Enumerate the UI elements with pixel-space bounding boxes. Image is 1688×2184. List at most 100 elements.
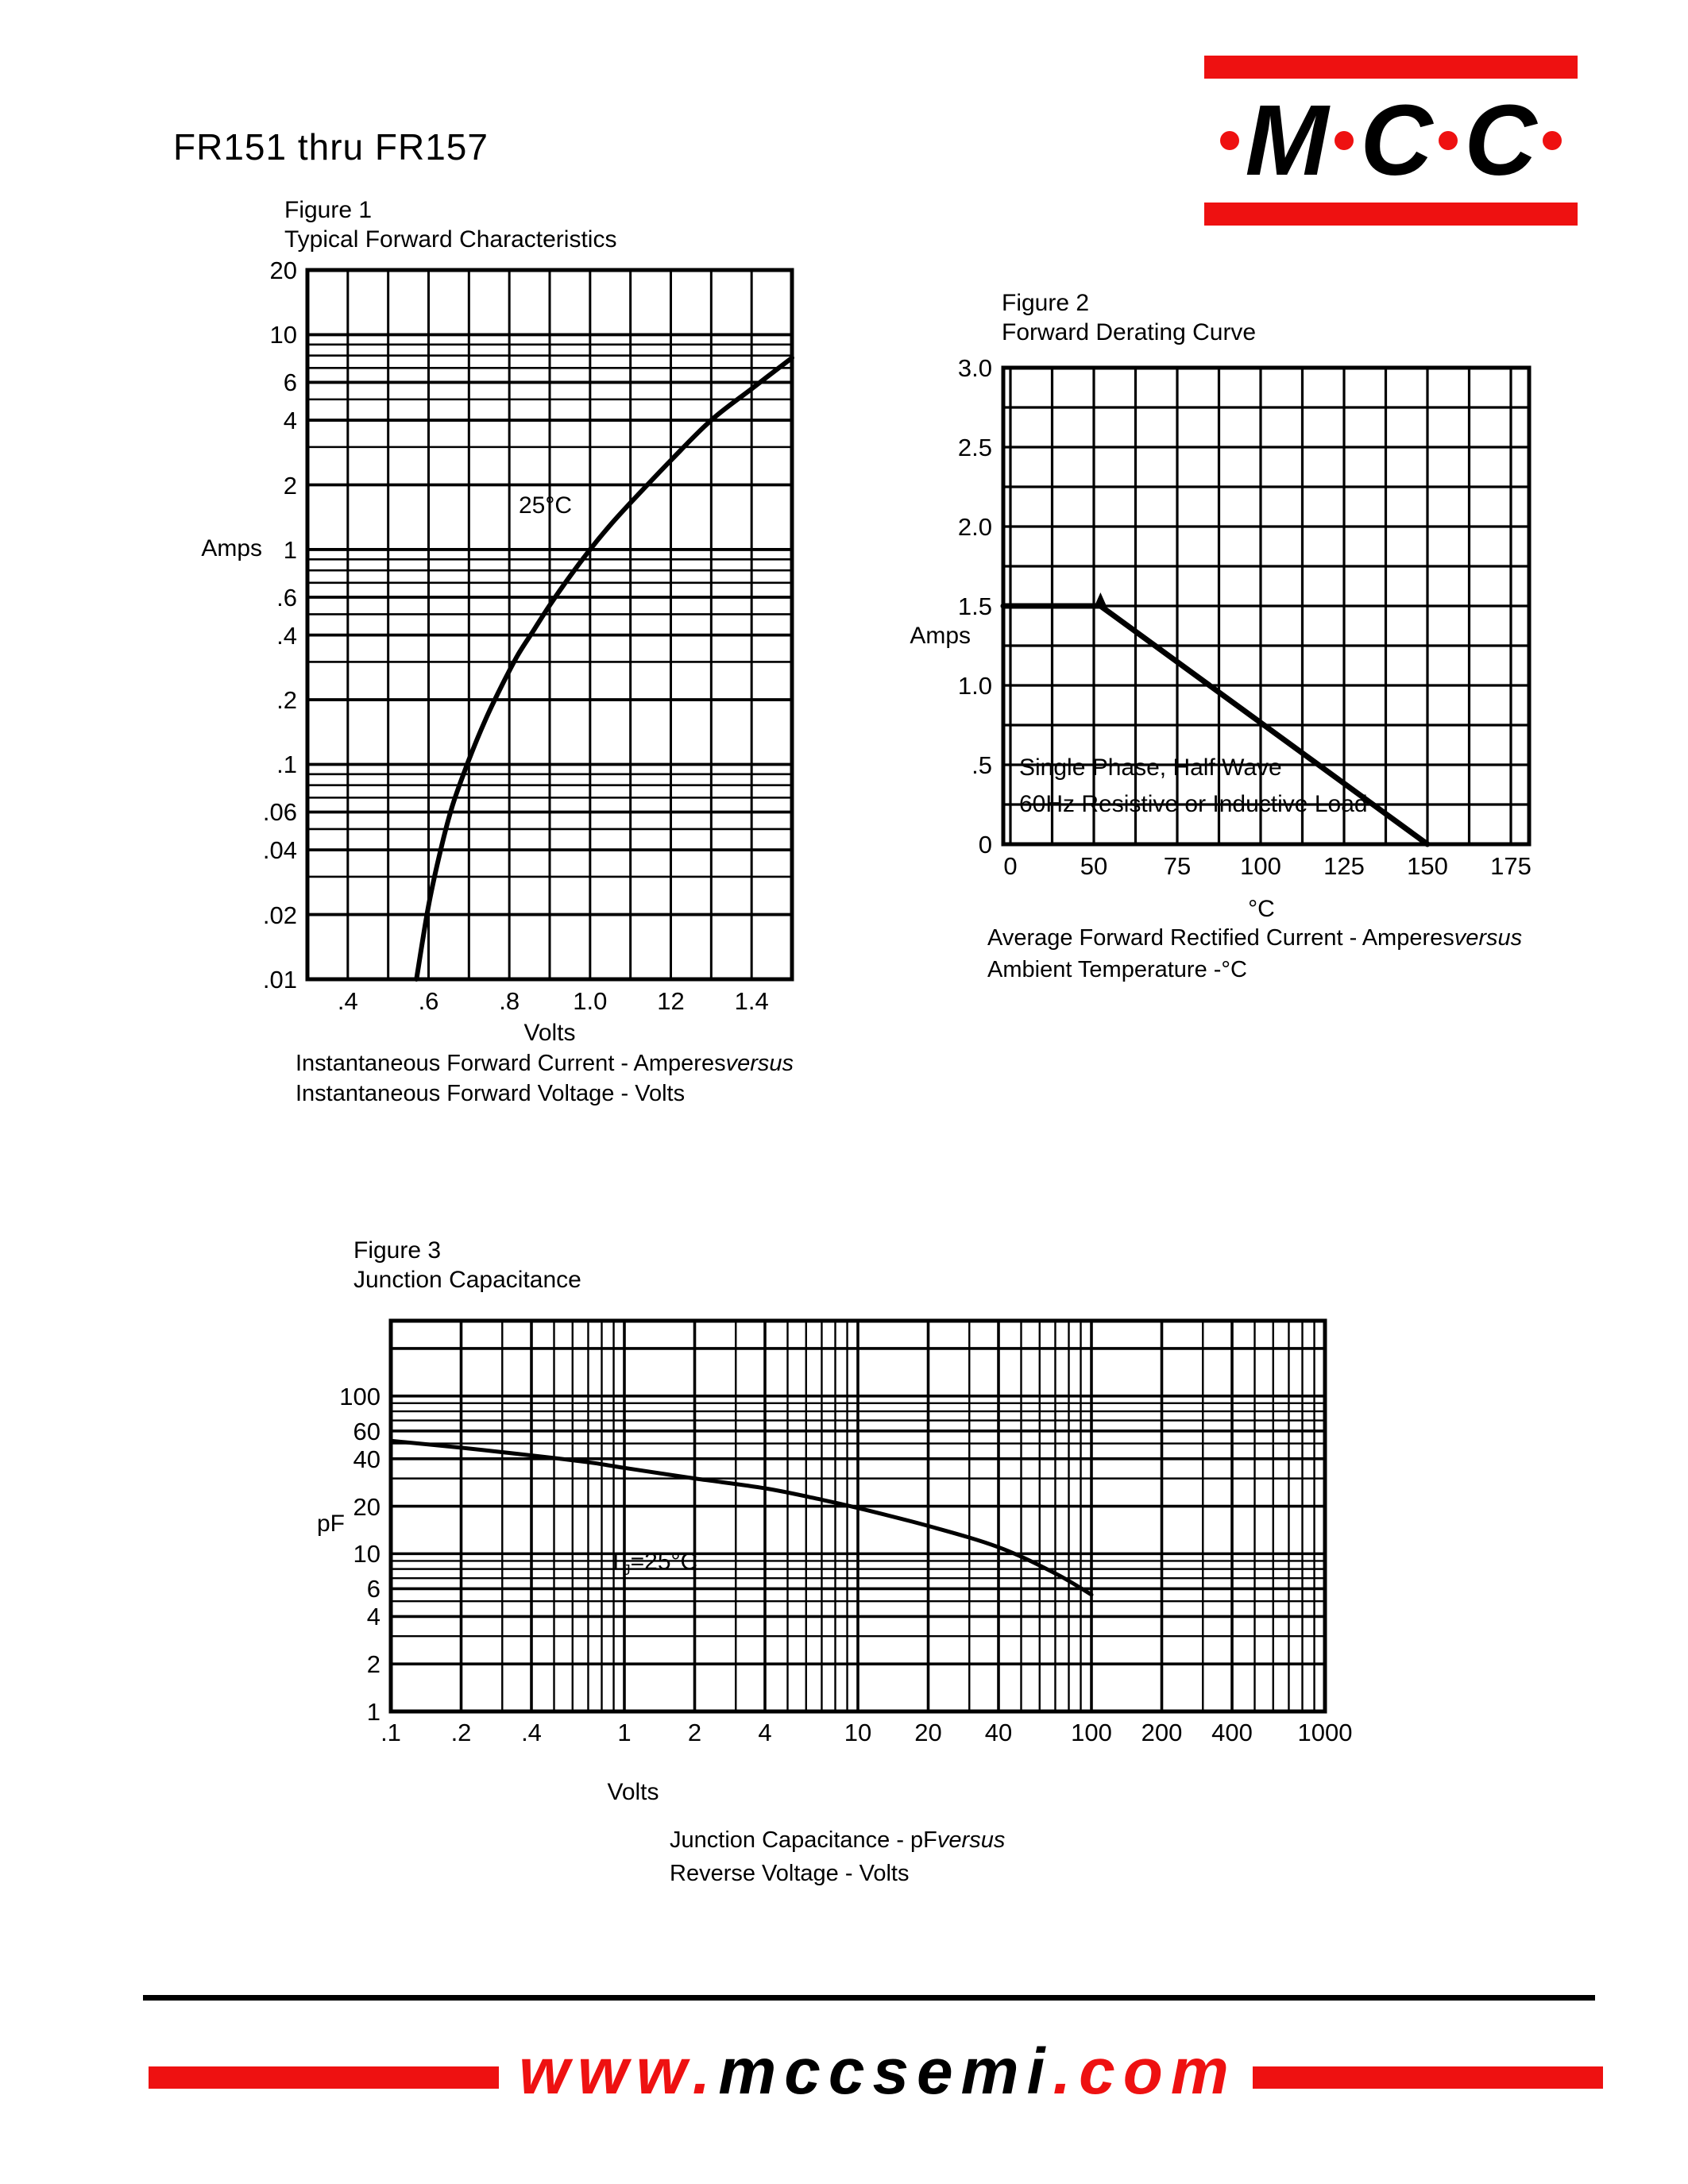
figure1-x-tick: .8 bbox=[499, 987, 520, 1015]
caption-segment: versus bbox=[1454, 925, 1523, 951]
caption-segment: Average Forward Rectified Current - Ampe… bbox=[987, 925, 1454, 951]
figure1-title: Figure 1 Typical Forward Characteristics bbox=[284, 195, 616, 254]
figure3-x-tick: 20 bbox=[914, 1719, 942, 1746]
logo-bar-top bbox=[1204, 56, 1578, 79]
data-curve bbox=[1000, 603, 1431, 847]
figure3-title-line: Figure 3 bbox=[353, 1237, 442, 1264]
figure3-chart bbox=[388, 1318, 1327, 1714]
figure1-title-line: Figure 1 bbox=[284, 197, 373, 223]
logo-dot bbox=[1543, 131, 1562, 150]
figure3-x-tick: .4 bbox=[521, 1719, 542, 1746]
figure3-x-tick: .1 bbox=[380, 1719, 401, 1746]
figure1-y-tick: .1 bbox=[276, 751, 297, 779]
figure2-y-tick: .5 bbox=[971, 751, 992, 779]
figure2-y-tick: 2.5 bbox=[957, 434, 992, 461]
logo-letter: C bbox=[1360, 84, 1433, 196]
figure3-x-tick: .2 bbox=[450, 1719, 472, 1746]
figure3-temperature-annotation: TJ=25°C bbox=[608, 1549, 698, 1578]
figure1-x-tick: .6 bbox=[418, 987, 439, 1015]
figure3-x-tick: 100 bbox=[1071, 1719, 1112, 1746]
figure3-x-tick: 400 bbox=[1211, 1719, 1253, 1746]
caption-segment: versus bbox=[725, 1051, 794, 1076]
figure3-y-tick: 6 bbox=[366, 1575, 380, 1603]
figure2-x-tick: 50 bbox=[1080, 852, 1108, 880]
figure2-y-tick: 1.0 bbox=[957, 672, 992, 700]
figure1-x-tick: 1.0 bbox=[573, 987, 608, 1015]
figure3-y-tick: 4 bbox=[366, 1603, 380, 1631]
figure2-y-axis-label: Amps bbox=[910, 623, 971, 649]
figure3-y-tick: 40 bbox=[353, 1445, 380, 1473]
figure1-y-tick: 20 bbox=[269, 257, 297, 284]
figure1-chart bbox=[305, 268, 794, 982]
figure1-y-tick: .02 bbox=[262, 901, 297, 929]
figure2-x-tick: 175 bbox=[1490, 852, 1532, 880]
figure3-y-tick: 10 bbox=[353, 1540, 380, 1569]
logo-bar-bottom bbox=[1204, 203, 1578, 226]
figure1-x-axis-label: Volts bbox=[523, 1020, 576, 1046]
figure2-x-tick: 75 bbox=[1163, 852, 1192, 880]
figure3-y-tick: 60 bbox=[353, 1417, 380, 1445]
url-segment: .com bbox=[1053, 2035, 1237, 2108]
figure3-title: Figure 3 Junction Capacitance bbox=[353, 1236, 581, 1295]
figure1-subtitle: Typical Forward Characteristics bbox=[284, 226, 617, 253]
caption-segment: Instantaneous Forward Voltage - Volts bbox=[295, 1081, 686, 1106]
figure1-y-tick: 1 bbox=[283, 535, 297, 564]
figure2-y-tick: 1.5 bbox=[957, 592, 992, 620]
figure2-title-line: Figure 2 bbox=[1002, 290, 1090, 316]
figure2-y-tick: 2.0 bbox=[957, 513, 992, 541]
figure3-y-axis-label: pF bbox=[316, 1511, 345, 1537]
plot-border bbox=[388, 1318, 1327, 1714]
logo-dot bbox=[1335, 131, 1354, 150]
figure3-y-tick: 2 bbox=[366, 1650, 380, 1679]
logo-letter: C bbox=[1464, 84, 1537, 196]
figure3-x-tick: 1000 bbox=[1297, 1719, 1353, 1746]
figure1-x-tick: .4 bbox=[337, 987, 358, 1015]
figure2-chart bbox=[1000, 365, 1532, 847]
figure1-y-tick: 6 bbox=[283, 369, 297, 397]
figure1-temperature-annotation: 25°C bbox=[519, 492, 573, 519]
caption-segment: Junction Capacitance - pF bbox=[670, 1827, 937, 1853]
figure1-x-tick: 12 bbox=[657, 987, 685, 1015]
figure2-title: Figure 2 Forward Derating Curve bbox=[1002, 288, 1256, 347]
figure3-subtitle: Junction Capacitance bbox=[353, 1267, 581, 1293]
plot-border bbox=[305, 268, 794, 982]
figure1-y-tick: .2 bbox=[276, 686, 297, 715]
figure1-x-tick: 1.4 bbox=[734, 987, 769, 1015]
logo-dot bbox=[1219, 131, 1239, 150]
figure1-caption: Instantaneous Forward Current - Amperesv… bbox=[295, 1048, 794, 1109]
figure1-y-tick: .4 bbox=[276, 621, 297, 650]
figure3-x-tick: 200 bbox=[1141, 1719, 1183, 1746]
caption-segment: Ambient Temperature -°C bbox=[987, 957, 1247, 982]
footer-divider-rule bbox=[143, 1995, 1595, 2001]
curve-bend-marker bbox=[1094, 592, 1107, 607]
figure2-note-line2: 60Hz Resistive or Inductive Load bbox=[1019, 791, 1368, 817]
figure2-y-tick: 0 bbox=[978, 831, 992, 859]
caption-segment: versus bbox=[937, 1827, 1006, 1853]
figure1-y-tick: 10 bbox=[269, 321, 297, 349]
logo-dot bbox=[1439, 131, 1458, 150]
figure1-y-tick: .6 bbox=[276, 583, 297, 612]
footer-red-bar-left bbox=[149, 2066, 499, 2089]
figure3-x-tick: 40 bbox=[984, 1719, 1013, 1746]
figure3-y-tick: 100 bbox=[339, 1382, 380, 1410]
caption-segment: Instantaneous Forward Current - Amperes bbox=[295, 1051, 726, 1076]
data-curve bbox=[414, 355, 794, 982]
figure3-x-tick: 10 bbox=[844, 1719, 872, 1746]
page-title: FR151 thru FR157 bbox=[173, 126, 489, 168]
figure2-caption: Average Forward Rectified Current - Ampe… bbox=[987, 922, 1522, 986]
figure2-x-axis-label: °C bbox=[1248, 896, 1275, 922]
figure1-y-tick: .01 bbox=[262, 966, 297, 994]
url-segment: www. bbox=[519, 2035, 719, 2108]
figure1-y-tick: 4 bbox=[283, 407, 297, 435]
figure3-x-tick: 2 bbox=[687, 1719, 702, 1746]
figure3-x-tick: 4 bbox=[758, 1719, 772, 1746]
figure3-y-tick: 1 bbox=[366, 1698, 380, 1726]
footer-red-bar-right bbox=[1253, 2066, 1603, 2089]
figure1-y-tick: .06 bbox=[262, 798, 297, 827]
figure1-y-tick: .04 bbox=[262, 836, 297, 865]
figure1-y-tick: 2 bbox=[283, 471, 297, 500]
figure3-x-tick: 1 bbox=[617, 1719, 632, 1746]
